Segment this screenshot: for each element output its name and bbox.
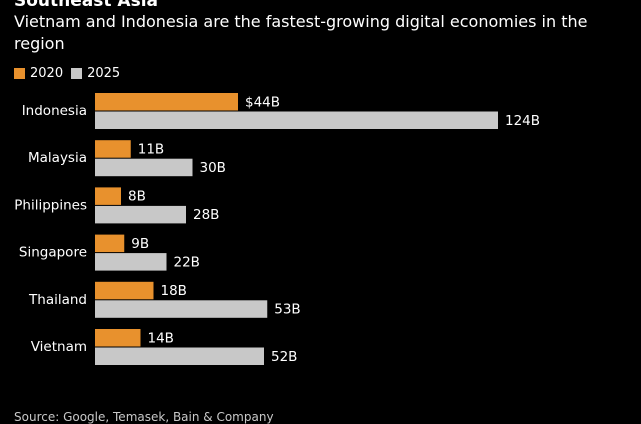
legend: 2020 2025 xyxy=(14,64,128,82)
value-label-2025-indonesia: 124B xyxy=(505,113,540,129)
source-note: Source: Google, Temasek, Bain & Company xyxy=(14,410,274,424)
chart-title: Southeast Asia xyxy=(14,0,158,11)
value-label-2020-vietnam: 14B xyxy=(148,330,174,346)
bar-2020-indonesia xyxy=(95,93,238,111)
bar-2025-vietnam xyxy=(95,347,264,365)
category-label-philippines: Philippines xyxy=(14,197,87,213)
value-label-2025-malaysia: 30B xyxy=(200,160,226,176)
bar-2025-malaysia xyxy=(95,158,193,177)
legend-item-2025: 2025 xyxy=(71,66,120,81)
category-label-indonesia: Indonesia xyxy=(22,103,87,119)
bar-2020-vietnam xyxy=(95,329,141,347)
chart-subtitle: Vietnam and Indonesia are the fastest-gr… xyxy=(14,12,588,53)
value-label-2025-singapore: 22B xyxy=(174,254,200,270)
value-label-2020-malaysia: 11B xyxy=(138,141,164,157)
value-label-2020-indonesia: $44B xyxy=(245,94,280,110)
value-label-2025-vietnam: 52B xyxy=(271,349,297,365)
value-label-2020-thailand: 18B xyxy=(161,283,187,299)
bar-2020-philippines xyxy=(95,187,121,205)
category-label-singapore: Singapore xyxy=(19,245,87,261)
bar-2025-philippines xyxy=(95,205,186,224)
bar-2020-malaysia xyxy=(95,140,131,158)
legend-label-2025: 2025 xyxy=(87,65,121,81)
value-label-2025-thailand: 53B xyxy=(274,302,300,318)
legend-label-2020: 2020 xyxy=(30,65,64,81)
category-label-thailand: Thailand xyxy=(28,292,87,308)
category-label-malaysia: Malaysia xyxy=(28,150,87,166)
bar-2025-thailand xyxy=(95,300,268,318)
value-label-2020-philippines: 8B xyxy=(128,189,146,205)
bar-2020-thailand xyxy=(95,281,154,300)
category-label-vietnam: Vietnam xyxy=(31,339,87,355)
value-label-2020-singapore: 9B xyxy=(131,236,149,252)
value-label-2025-philippines: 28B xyxy=(193,207,219,223)
legend-swatch-2025 xyxy=(71,67,83,79)
legend-swatch-2020 xyxy=(14,67,25,79)
bar-2025-indonesia xyxy=(95,111,498,129)
legend-item-2020: 2020 xyxy=(14,66,63,81)
bar-2025-singapore xyxy=(95,253,167,271)
bar-2020-singapore xyxy=(95,234,125,253)
